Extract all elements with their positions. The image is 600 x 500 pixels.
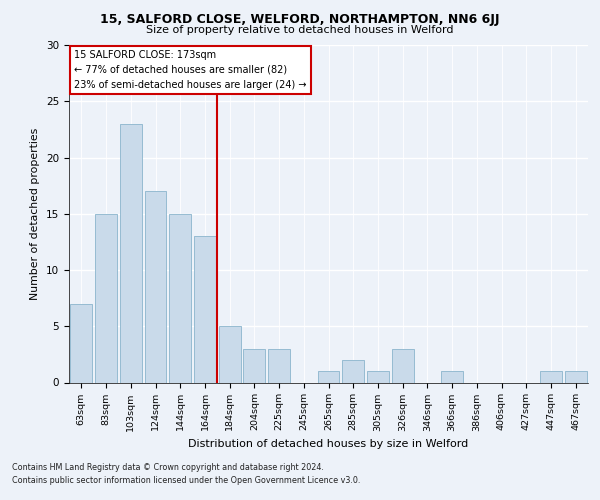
Bar bbox=[540, 371, 562, 382]
Bar bbox=[317, 371, 340, 382]
Text: Contains HM Land Registry data © Crown copyright and database right 2024.: Contains HM Land Registry data © Crown c… bbox=[12, 464, 324, 472]
Bar bbox=[169, 214, 191, 382]
Text: Contains public sector information licensed under the Open Government Licence v3: Contains public sector information licen… bbox=[12, 476, 361, 485]
Bar bbox=[268, 349, 290, 382]
Bar bbox=[95, 214, 117, 382]
Bar bbox=[120, 124, 142, 382]
Bar bbox=[565, 371, 587, 382]
Bar bbox=[343, 360, 364, 382]
Text: 15 SALFORD CLOSE: 173sqm
← 77% of detached houses are smaller (82)
23% of semi-d: 15 SALFORD CLOSE: 173sqm ← 77% of detach… bbox=[74, 50, 307, 90]
Bar bbox=[244, 349, 265, 382]
Text: 15, SALFORD CLOSE, WELFORD, NORTHAMPTON, NN6 6JJ: 15, SALFORD CLOSE, WELFORD, NORTHAMPTON,… bbox=[100, 12, 500, 26]
Bar bbox=[145, 191, 166, 382]
Bar bbox=[70, 304, 92, 382]
Bar bbox=[392, 349, 413, 382]
Bar bbox=[441, 371, 463, 382]
Text: Size of property relative to detached houses in Welford: Size of property relative to detached ho… bbox=[146, 25, 454, 35]
Bar bbox=[194, 236, 216, 382]
Y-axis label: Number of detached properties: Number of detached properties bbox=[31, 128, 40, 300]
Bar bbox=[219, 326, 241, 382]
X-axis label: Distribution of detached houses by size in Welford: Distribution of detached houses by size … bbox=[188, 439, 469, 449]
Bar bbox=[367, 371, 389, 382]
